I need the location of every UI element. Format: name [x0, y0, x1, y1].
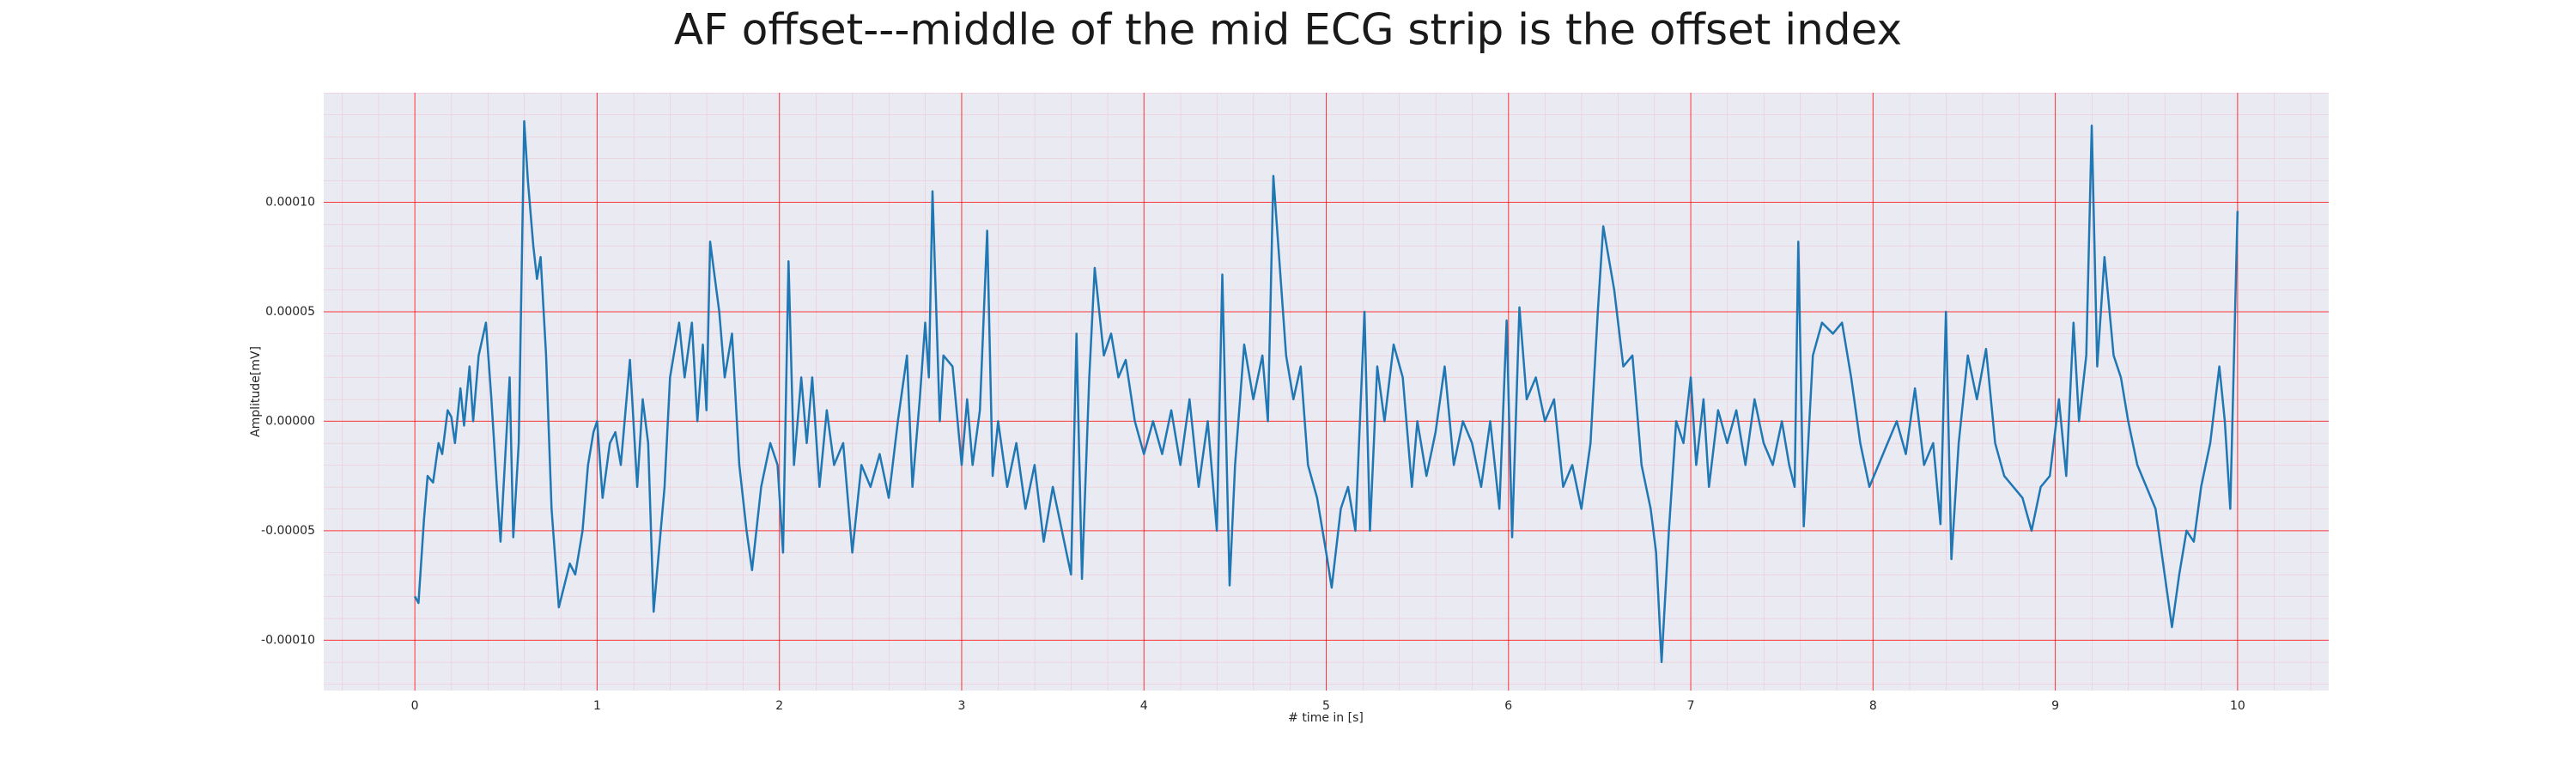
x-tick-label: 7: [1687, 699, 1695, 713]
y-tick-label: 0.00005: [265, 305, 315, 319]
y-tick-label: 0.00010: [265, 195, 315, 209]
chart-title: AF offset---middle of the mid ECG strip …: [674, 5, 1902, 55]
y-tick-label: -0.00005: [261, 524, 315, 538]
x-tick-label: 4: [1140, 699, 1148, 713]
y-tick-label: -0.00010: [261, 633, 315, 647]
x-tick-label: 9: [2051, 699, 2059, 713]
x-tick-label: 6: [1504, 699, 1512, 713]
y-axis-label: Amplitude[mV]: [249, 346, 263, 437]
x-tick-label: 3: [957, 699, 965, 713]
x-tick-label: 8: [1869, 699, 1877, 713]
x-axis-label: # time in [s]: [1288, 711, 1364, 725]
x-tick-label: 1: [593, 699, 601, 713]
y-tick-label: 0.00000: [265, 414, 315, 428]
x-tick-label: 5: [1322, 699, 1330, 713]
x-tick-label: 10: [2230, 699, 2245, 713]
x-tick-label: 2: [775, 699, 783, 713]
x-tick-label: 0: [411, 699, 419, 713]
line-series: [414, 119, 2239, 664]
